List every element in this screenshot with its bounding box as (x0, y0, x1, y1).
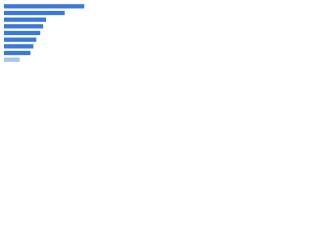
bar (4, 4, 85, 9)
chart (4, 4, 85, 62)
page: {"chart_data": {"type": "hbar", "categor… (0, 0, 100, 71)
bar (4, 50, 31, 56)
bar (4, 57, 20, 62)
bar (4, 24, 44, 29)
bar (4, 44, 34, 49)
bar (4, 37, 37, 42)
bar (4, 10, 65, 16)
bar (4, 30, 41, 36)
bar (4, 17, 47, 22)
